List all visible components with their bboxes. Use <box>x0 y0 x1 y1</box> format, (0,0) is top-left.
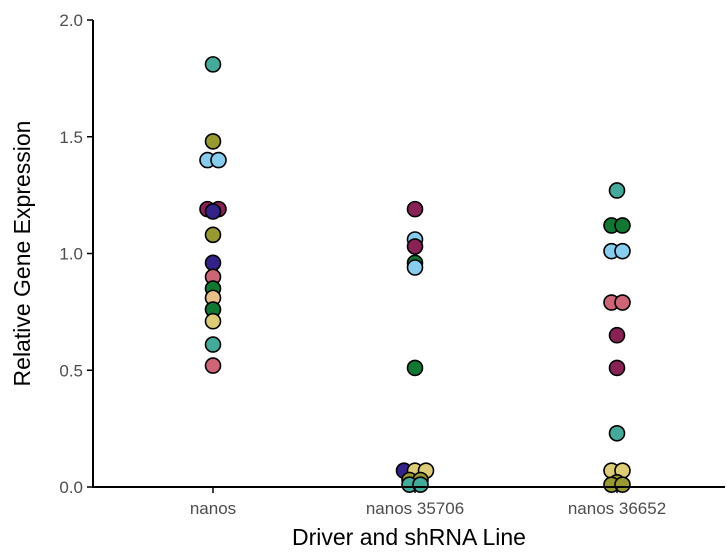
data-point <box>204 336 222 353</box>
data-point <box>608 424 626 442</box>
data-point <box>608 326 626 344</box>
data-points-layer <box>199 56 631 493</box>
y-tick-label: 0.0 <box>59 478 83 497</box>
data-point <box>614 242 631 260</box>
x-axis-title: Driver and shRNA Line <box>292 524 526 550</box>
data-point <box>614 217 631 234</box>
data-point <box>608 182 626 199</box>
y-tick-label: 1.5 <box>59 128 83 147</box>
data-point <box>204 226 222 244</box>
y-tick-label: 2.0 <box>59 11 83 30</box>
y-axis-title: Relative Gene Expression <box>9 121 35 387</box>
y-axis-ticks: 0.0 0.5 1.0 1.5 2.0 <box>59 11 93 497</box>
x-axis-ticks: nanos nanos 35706 nanos 36652 <box>190 487 666 518</box>
data-point <box>204 203 222 220</box>
data-point <box>406 359 424 377</box>
data-point <box>204 254 222 272</box>
data-point <box>614 476 631 493</box>
data-point <box>406 200 424 218</box>
y-tick-label: 1.0 <box>59 245 83 264</box>
data-point <box>412 476 429 493</box>
data-point <box>204 357 222 374</box>
y-tick-label: 0.5 <box>59 361 83 380</box>
x-tick-label: nanos 35706 <box>366 499 464 518</box>
data-point <box>210 151 227 169</box>
data-point <box>614 294 631 311</box>
data-point <box>204 56 222 73</box>
data-point <box>608 359 626 377</box>
data-point <box>406 259 424 276</box>
data-point <box>204 312 222 330</box>
data-point <box>204 133 222 150</box>
x-tick-label: nanos 36652 <box>568 499 666 518</box>
x-tick-label: nanos <box>190 499 236 518</box>
data-point <box>406 238 424 255</box>
